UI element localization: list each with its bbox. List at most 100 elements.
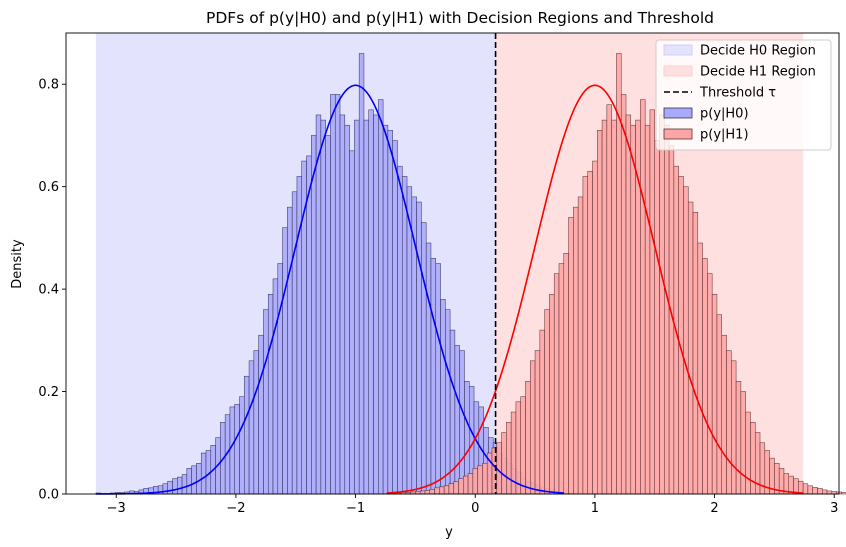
plot-frame xyxy=(65,32,840,495)
bar-h0 xyxy=(325,135,331,495)
bar-h1 xyxy=(735,381,742,495)
bar-h0 xyxy=(435,263,441,495)
x-tick-label: 0 xyxy=(471,501,479,516)
y-tick-label: 0.0 xyxy=(38,488,59,503)
bar-h1 xyxy=(434,487,440,495)
legend-label: p(y|H0) xyxy=(700,107,749,122)
chart-title: PDFs of p(y|H0) and p(y|H1) with Decisio… xyxy=(206,9,714,27)
bar-h0 xyxy=(406,186,413,495)
legend-swatch xyxy=(663,44,693,56)
bar-h0 xyxy=(459,350,465,495)
bar-h0 xyxy=(267,293,274,495)
bar-h0 xyxy=(272,278,279,495)
bar-h0 xyxy=(382,124,389,495)
x-axis-label: y xyxy=(445,525,453,540)
bar-h1 xyxy=(692,212,699,495)
bar-h0 xyxy=(425,242,432,495)
bar-h1 xyxy=(721,334,727,495)
bar-h1 xyxy=(601,119,608,495)
bar-h0 xyxy=(277,263,283,495)
kde-curves xyxy=(95,84,804,495)
bar-h1 xyxy=(649,109,655,495)
bar-h0 xyxy=(244,375,250,495)
bar-h0 xyxy=(401,176,408,495)
bar-h1 xyxy=(817,488,823,495)
bar-h1 xyxy=(501,432,507,495)
bar-h0 xyxy=(358,53,365,495)
bar-h0 xyxy=(177,476,183,495)
bar-h0 xyxy=(430,258,436,495)
bar-h1 xyxy=(745,411,751,495)
bar-h0 xyxy=(354,119,360,495)
bar-h1 xyxy=(726,350,732,495)
bar-h0 xyxy=(311,135,317,495)
kde-curve-h0 xyxy=(95,84,564,495)
bar-h1 xyxy=(448,483,454,495)
bar-h1 xyxy=(697,242,703,495)
bar-h0 xyxy=(421,222,427,495)
bar-h1 xyxy=(439,486,445,495)
x-tick-label: −2 xyxy=(226,501,245,516)
bar-h1 xyxy=(458,478,464,495)
bar-h0 xyxy=(248,360,255,495)
bar-h0 xyxy=(373,114,379,495)
bar-h0 xyxy=(191,465,197,495)
bar-h0 xyxy=(287,206,293,495)
bar-h1 xyxy=(802,483,809,495)
legend-swatch xyxy=(663,128,693,140)
bar-h1 xyxy=(472,468,478,495)
bar-h0 xyxy=(440,299,446,495)
bar-h0 xyxy=(330,94,336,495)
bar-h0 xyxy=(339,114,346,495)
bar-h1 xyxy=(812,487,818,495)
bar-h1 xyxy=(620,94,627,495)
bar-h1 xyxy=(826,490,833,495)
bar-h0 xyxy=(258,334,264,495)
bar-h0 xyxy=(363,119,369,495)
y-tick-label: 0.6 xyxy=(38,180,59,195)
bar-h1 xyxy=(515,401,521,495)
bar-h0 xyxy=(306,155,312,495)
bar-h0 xyxy=(320,119,326,495)
bar-h1 xyxy=(740,391,746,495)
bar-h1 xyxy=(606,104,612,495)
bar-h0 xyxy=(239,396,245,495)
bar-h0 xyxy=(162,483,168,495)
bar-h1 xyxy=(568,217,574,495)
bar-h1 xyxy=(582,176,588,495)
bar-h1 xyxy=(506,422,512,495)
bar-h1 xyxy=(707,273,713,495)
bar-h0 xyxy=(416,201,422,495)
bar-h1 xyxy=(597,130,603,495)
bar-h0 xyxy=(172,478,178,495)
bar-h1 xyxy=(640,99,646,495)
bar-h0 xyxy=(181,474,188,495)
bar-h0 xyxy=(378,99,384,495)
axes xyxy=(65,32,840,495)
bar-h1 xyxy=(654,140,660,495)
bar-h1 xyxy=(563,253,569,495)
bar-h1 xyxy=(630,124,636,495)
y-tick-label: 0.4 xyxy=(38,283,59,298)
bar-h0 xyxy=(234,404,240,495)
bar-h1 xyxy=(482,463,488,495)
bar-h0 xyxy=(334,94,341,495)
bar-h1 xyxy=(683,186,689,495)
bar-h0 xyxy=(263,309,269,495)
bar-h0 xyxy=(186,468,192,495)
bar-h0 xyxy=(392,140,398,495)
bar-h1 xyxy=(678,176,684,495)
x-tick-label: 3 xyxy=(830,501,838,516)
bar-h1 xyxy=(525,381,531,495)
bar-h0 xyxy=(368,109,374,495)
bar-h1 xyxy=(419,490,426,495)
bar-h1 xyxy=(716,314,722,495)
bar-h0 xyxy=(229,406,235,495)
ticks: −3 −2 −1 0 1 2 3 0.0 0.2 0.4 0.6 0.8 xyxy=(38,78,838,516)
bar-h1 xyxy=(553,273,560,495)
bar-h0 xyxy=(196,463,202,495)
bar-h1 xyxy=(644,124,651,495)
bar-h0 xyxy=(349,150,355,495)
x-tick-label: 2 xyxy=(710,501,718,516)
legend-label: Decide H1 Region xyxy=(700,65,816,80)
